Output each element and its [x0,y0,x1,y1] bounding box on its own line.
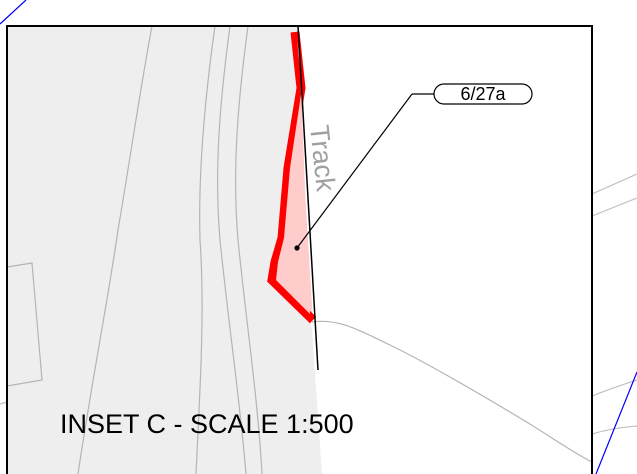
plot-reference-tag[interactable]: 6/27a [433,83,533,105]
carriageway-line [195,26,216,474]
carriageway-line [217,26,247,474]
background-road-edge [591,173,637,195]
background-road-edge [591,425,637,435]
plot-marker-dot [294,245,300,251]
inset-frame [6,25,593,474]
road-centre-line [297,26,319,371]
grid-line [0,0,27,25]
boundary-line [7,262,43,387]
carriageway-line [77,26,153,474]
plot-6-27a-interior [276,40,310,314]
plot-reference-label: 6/27a [460,84,506,104]
inset-title: INSET C - SCALE 1:500 [60,409,354,439]
carriageway-line [235,26,263,474]
background-road-edge [591,197,637,217]
boundary-line [311,320,592,463]
inset-content: Track 6/27a INSET C - SCALE 1:500 [7,26,592,474]
grid-line [595,371,637,474]
highway-area [7,26,322,474]
leader-line [296,93,413,249]
road-label: Track [304,123,341,193]
background-road-edge [0,401,8,405]
highway-linework [7,26,592,474]
